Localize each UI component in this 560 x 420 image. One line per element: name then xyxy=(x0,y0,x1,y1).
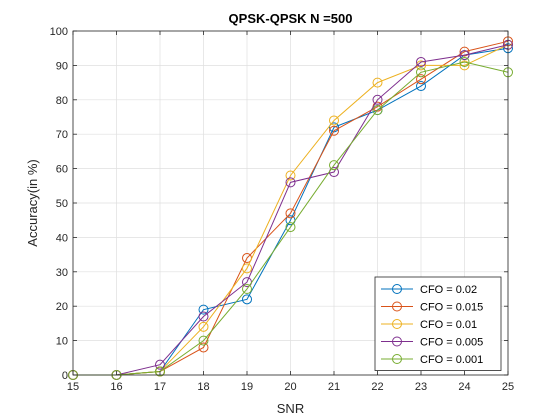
legend-item: CFO = 0.001 xyxy=(381,354,483,366)
x-tick-label: 16 xyxy=(110,381,122,393)
x-tick-label: 15 xyxy=(67,381,79,393)
data-point xyxy=(198,321,209,332)
y-tick-label: 60 xyxy=(56,164,68,176)
series-5 xyxy=(68,56,513,380)
data-point xyxy=(155,359,165,370)
y-tick-label: 90 xyxy=(56,60,68,72)
x-tick-label: 25 xyxy=(502,381,514,393)
data-point xyxy=(242,263,252,274)
x-tick-label: 20 xyxy=(284,381,296,393)
legend-marker xyxy=(392,319,402,329)
data-point xyxy=(285,177,296,188)
data-point xyxy=(285,170,296,181)
x-tick-label: 23 xyxy=(415,381,427,393)
data-point xyxy=(198,335,209,346)
chart-title: QPSK-QPSK N =500 xyxy=(229,11,353,26)
legend-label: CFO = 0.005 xyxy=(420,337,483,349)
y-tick-label: 30 xyxy=(56,267,68,279)
legend-label: CFO = 0.001 xyxy=(420,354,483,366)
data-point xyxy=(416,56,426,67)
legend-marker xyxy=(392,301,402,312)
series-line xyxy=(73,44,509,376)
legend-label: CFO = 0.02 xyxy=(420,284,477,296)
x-tick-label: 21 xyxy=(328,381,340,393)
legend-label: CFO = 0.01 xyxy=(420,319,477,331)
data-point xyxy=(242,284,252,294)
y-tick-label: 0 xyxy=(62,370,68,382)
data-point xyxy=(198,304,209,315)
legend: CFO = 0.02 CFO = 0.015 CFO = 0.01 CFO = 0.0… xyxy=(374,276,502,371)
series-line xyxy=(73,61,509,376)
y-tick-label: 100 xyxy=(50,26,68,38)
data-point xyxy=(329,160,339,171)
y-axis-title: Accuracy(in %) xyxy=(25,159,40,246)
legend-item: CFO = 0.005 xyxy=(381,336,483,349)
data-point xyxy=(198,311,209,322)
data-point xyxy=(459,56,470,67)
data-point xyxy=(329,115,339,126)
data-point xyxy=(416,81,426,92)
y-tick-label: 20 xyxy=(56,301,68,313)
x-tick-label: 19 xyxy=(241,381,253,393)
y-tick-label: 50 xyxy=(56,198,68,210)
data-point xyxy=(372,94,383,105)
x-axis-title: SNR xyxy=(277,401,304,416)
data-point xyxy=(459,46,470,57)
data-point xyxy=(285,208,296,219)
y-tick-label: 80 xyxy=(56,95,68,107)
data-point xyxy=(459,60,470,71)
data-point xyxy=(198,342,209,353)
x-tick-label: 17 xyxy=(154,381,166,393)
data-point xyxy=(155,366,165,377)
data-point xyxy=(372,77,383,88)
data-point xyxy=(459,50,470,61)
y-tick-label: 40 xyxy=(56,232,68,244)
data-point xyxy=(285,222,296,233)
data-point xyxy=(242,294,252,305)
legend-marker xyxy=(392,284,402,294)
legend-label: CFO = 0.015 xyxy=(420,302,483,314)
y-tick-label: 10 xyxy=(56,336,68,348)
legend-item: CFO = 0.015 xyxy=(381,301,483,314)
x-tick-label: 24 xyxy=(458,381,470,393)
legend-item: CFO = 0.02 xyxy=(381,284,477,296)
ticks: 15 16 17 18 19 20 21 22 23 24 25 0 10 20 30 40 50 60 70 80 9… xyxy=(50,26,514,393)
legend-marker xyxy=(392,336,402,347)
data-point xyxy=(416,67,426,78)
data-point xyxy=(372,105,383,116)
x-tick-label: 22 xyxy=(371,381,383,393)
y-tick-label: 70 xyxy=(56,129,68,141)
data-point xyxy=(416,74,426,85)
legend-marker xyxy=(392,354,402,364)
x-tick-label: 18 xyxy=(197,381,209,393)
data-point xyxy=(329,125,339,136)
legend-item: CFO = 0.01 xyxy=(381,319,477,331)
